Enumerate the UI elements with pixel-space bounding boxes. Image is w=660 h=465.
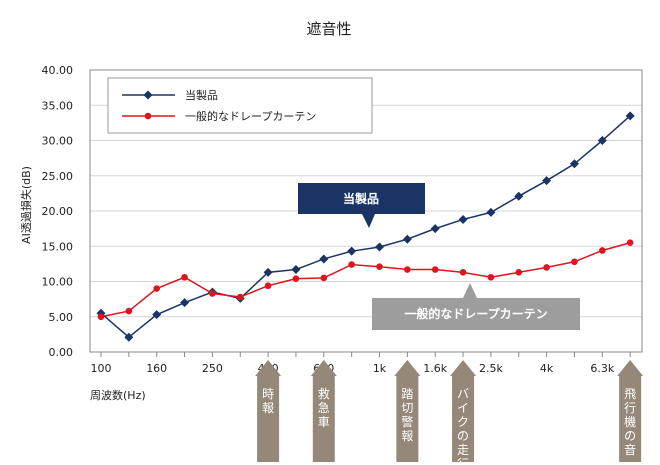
event-arrow — [450, 360, 477, 462]
data-point — [430, 224, 440, 234]
event-label: バイクの走行 — [457, 387, 469, 465]
data-point — [542, 176, 552, 186]
series-layer — [96, 111, 635, 342]
data-point — [571, 258, 578, 266]
y-tick-label: 30.00 — [42, 135, 74, 148]
callout-box — [372, 283, 580, 330]
legend-marker — [144, 112, 152, 120]
data-point — [376, 263, 383, 270]
x-tick-label: 1.6k — [423, 362, 447, 375]
data-point — [486, 207, 496, 217]
y-tick-label: 5.00 — [49, 311, 74, 324]
y-axis-label: AI透過損失(dB) — [19, 166, 33, 244]
x-tick-label: 6.3k — [590, 362, 614, 375]
callout-product: 当製品 — [298, 183, 425, 228]
data-point — [431, 266, 439, 273]
data-point — [402, 234, 412, 244]
x-tick-label: 250 — [202, 362, 223, 375]
data-point — [97, 313, 105, 321]
data-point — [124, 332, 134, 342]
data-point — [543, 264, 550, 271]
callout-box — [298, 183, 425, 228]
data-point — [514, 191, 524, 201]
event-label: 飛行機の音 — [624, 387, 636, 457]
y-tick-label: 35.00 — [42, 99, 74, 112]
y-tick-label: 10.00 — [42, 276, 74, 289]
legend-marker — [143, 90, 153, 100]
legend-item: 当製品 — [122, 88, 218, 102]
series-line — [100, 242, 631, 318]
event-label: 救急車 — [318, 386, 330, 429]
data-point — [291, 265, 301, 275]
event-label: 踏切警報 — [401, 387, 413, 443]
x-axis-label: 周波数(Hz) — [90, 389, 146, 402]
data-point — [153, 285, 160, 292]
event-marker: 時報 — [255, 360, 282, 462]
plot-frame — [89, 69, 643, 353]
data-point — [347, 246, 357, 256]
data-point — [599, 247, 606, 254]
x-tick-label: 160 — [146, 362, 167, 375]
x-tick-label: 1k — [373, 362, 387, 375]
series-2 — [97, 239, 634, 321]
data-point — [236, 293, 244, 301]
data-point — [320, 274, 328, 282]
y-tick-label: 40.00 — [42, 64, 74, 77]
data-point — [263, 267, 273, 277]
event-arrow — [310, 360, 337, 462]
data-point — [348, 261, 355, 268]
x-tick-label: 100 — [91, 362, 112, 375]
event-marker: 飛行機の音 — [617, 360, 644, 462]
data-point — [375, 242, 384, 252]
data-point — [597, 136, 607, 145]
x-tick-label: 4k — [540, 362, 554, 375]
x-tick-label: 2.5k — [479, 362, 503, 375]
plot-border — [89, 69, 643, 353]
data-point — [152, 310, 162, 320]
data-point — [459, 269, 467, 276]
callout-label: 一般的なドレープカーテン — [404, 306, 547, 321]
event-arrow — [394, 360, 421, 462]
event-arrow — [255, 360, 282, 462]
y-tick-label: 0.00 — [49, 346, 74, 359]
data-point — [515, 269, 523, 276]
legend-box — [107, 77, 373, 134]
data-point — [569, 159, 579, 169]
data-point — [319, 254, 329, 264]
event-marker: バイクの走行 — [450, 360, 477, 465]
data-point — [181, 273, 188, 281]
chart-title: 遮音性 — [306, 20, 351, 38]
data-point — [125, 307, 133, 315]
series-line — [100, 115, 631, 339]
event-label: 時報 — [262, 387, 274, 415]
data-point — [404, 266, 411, 273]
y-axis-ticks: 0.00 5.00 10.00 15.00 20.00 25.00 30.00 35.00 40… — [42, 64, 74, 359]
data-point — [625, 111, 635, 121]
data-point — [292, 275, 300, 282]
data-point — [487, 273, 495, 281]
legend-label: 一般的なドレープカーテン — [185, 109, 316, 123]
legend-label: 当製品 — [185, 88, 218, 102]
y-tick-label: 25.00 — [42, 170, 74, 183]
data-point — [626, 239, 634, 247]
data-point — [458, 214, 468, 224]
callout-label: 当製品 — [343, 191, 379, 206]
event-marker: 救急車 — [310, 360, 337, 462]
event-arrow — [617, 360, 644, 462]
legend-item: 一般的なドレープカーテン — [122, 109, 316, 123]
callout-curtain: 一般的なドレープカーテン — [372, 283, 580, 330]
event-marker: 踏切警報 — [394, 360, 421, 462]
y-tick-label: 20.00 — [42, 205, 74, 218]
data-point — [209, 290, 216, 297]
sound-event-markers: 時報 救急車 踏切警報 バイクの走行 飛行機の音 — [255, 360, 644, 465]
data-point — [264, 282, 272, 290]
data-point — [180, 298, 190, 308]
y-tick-label: 15.00 — [42, 240, 74, 253]
